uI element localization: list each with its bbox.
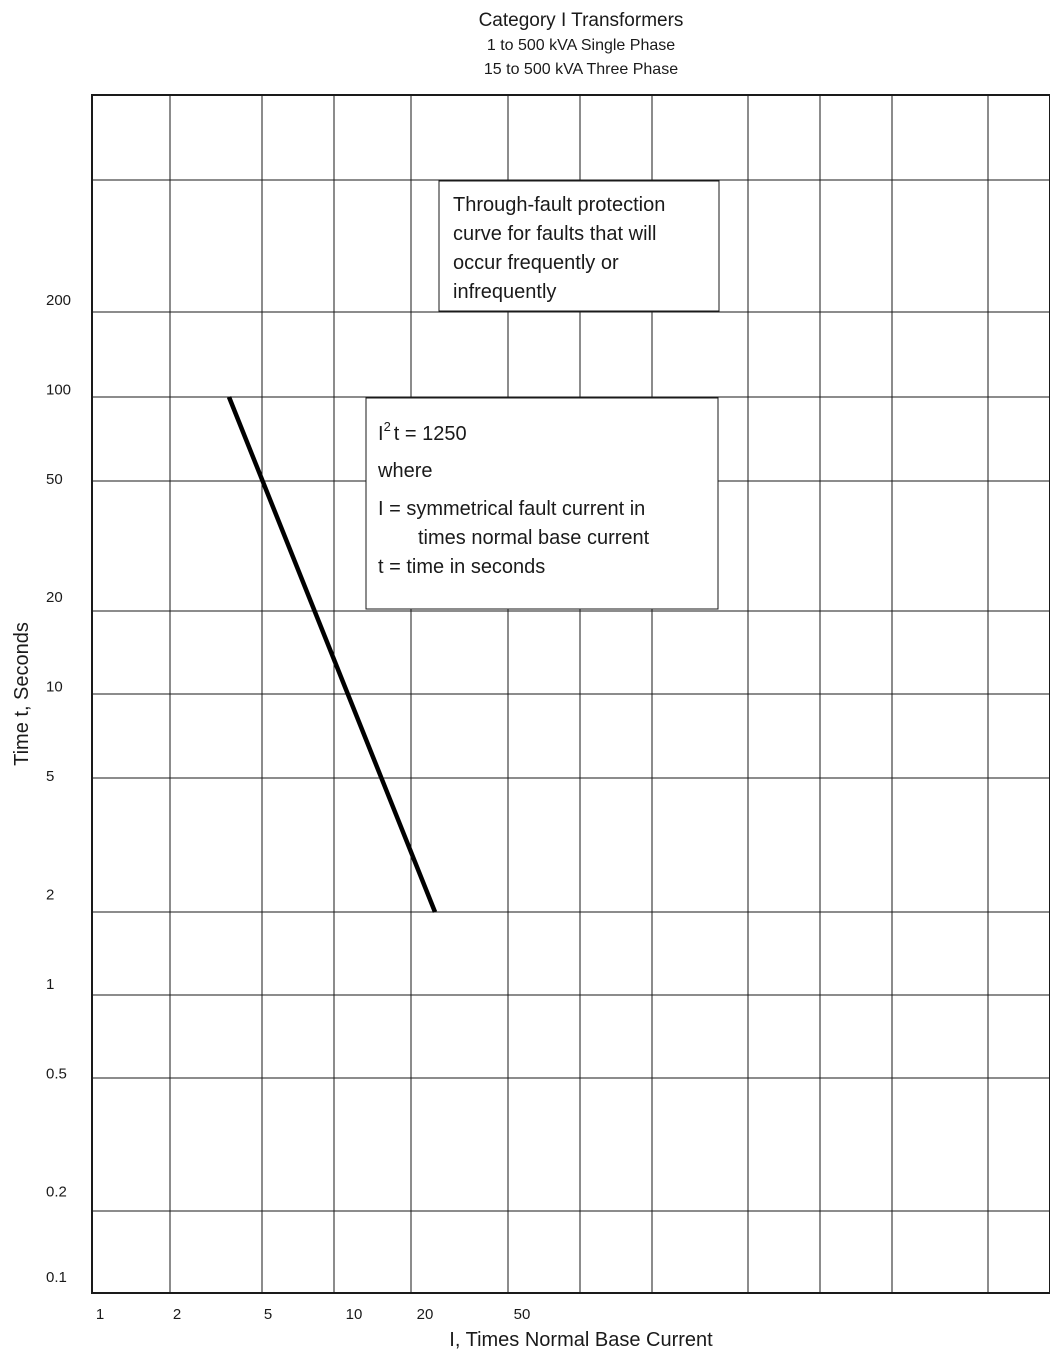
- y-tick-label: 10: [46, 679, 63, 696]
- x-tick-labels: 1 2 5 10 20 50: [96, 1306, 531, 1323]
- protection-note-line: Through-fault protection: [453, 194, 665, 216]
- formula-note-frame: [365, 397, 719, 610]
- protection-note-line: infrequently: [453, 281, 556, 303]
- formula-note-line: times normal base current: [418, 527, 650, 549]
- y-tick-label: 50: [46, 471, 63, 488]
- x-tick-label: 5: [264, 1306, 272, 1323]
- y-axis-label: Time t, Seconds: [11, 622, 33, 766]
- x-tick-label: 20: [417, 1306, 434, 1323]
- x-tick-label: 50: [514, 1306, 531, 1323]
- formula-note-line: t = time in seconds: [378, 556, 545, 578]
- formula-note-line: I = symmetrical fault current in: [378, 498, 645, 520]
- y-tick-labels: 0.1 0.2 0.5 1 2 5 10 20 50 100 200: [46, 292, 71, 1286]
- fault-curve-line: [226, 396, 438, 913]
- x-axis-label: I, Times Normal Base Current: [449, 1329, 713, 1351]
- y-tick-label: 20: [46, 589, 63, 606]
- y-tick-label: 1: [46, 976, 54, 993]
- plot-frame: [91, 94, 1050, 1294]
- protection-note-box: Through-fault protection curve for faults…: [438, 180, 720, 312]
- y-tick-label: 0.2: [46, 1184, 67, 1201]
- y-tick-label: 5: [46, 768, 54, 785]
- y-tick-label: 200: [46, 292, 71, 309]
- y-tick-label: 2: [46, 886, 54, 903]
- x-tick-label: 1: [96, 1306, 104, 1323]
- x-tick-label: 10: [346, 1306, 363, 1323]
- protection-note-line: occur frequently or: [453, 252, 619, 274]
- annotations: Through-fault protection curve for faults…: [365, 180, 720, 610]
- protection-note-frame: [438, 180, 720, 312]
- series-layer: [226, 396, 438, 913]
- y-tick-label: 0.1: [46, 1269, 67, 1286]
- protection-note-line: curve for faults that will: [453, 223, 656, 245]
- chart-title-group: Category I Transformers 1 to 500 kVA Sin…: [479, 10, 684, 78]
- formula-note-line: where: [377, 460, 432, 482]
- formula-note-box: I2 t = 1250 where I = symmetrical fault cur…: [365, 397, 719, 610]
- y-tick-label: 0.5: [46, 1065, 67, 1082]
- y-tick-label: 100: [46, 381, 71, 398]
- chart-subtitle-line-1: 1 to 500 kVA Single Phase: [487, 37, 675, 54]
- x-tick-label: 2: [173, 1306, 181, 1323]
- chart-title: Category I Transformers: [479, 10, 684, 31]
- formula-text: I2 t = 1250: [378, 419, 467, 445]
- chart-subtitle-line-2: 15 to 500 kVA Three Phase: [484, 61, 678, 78]
